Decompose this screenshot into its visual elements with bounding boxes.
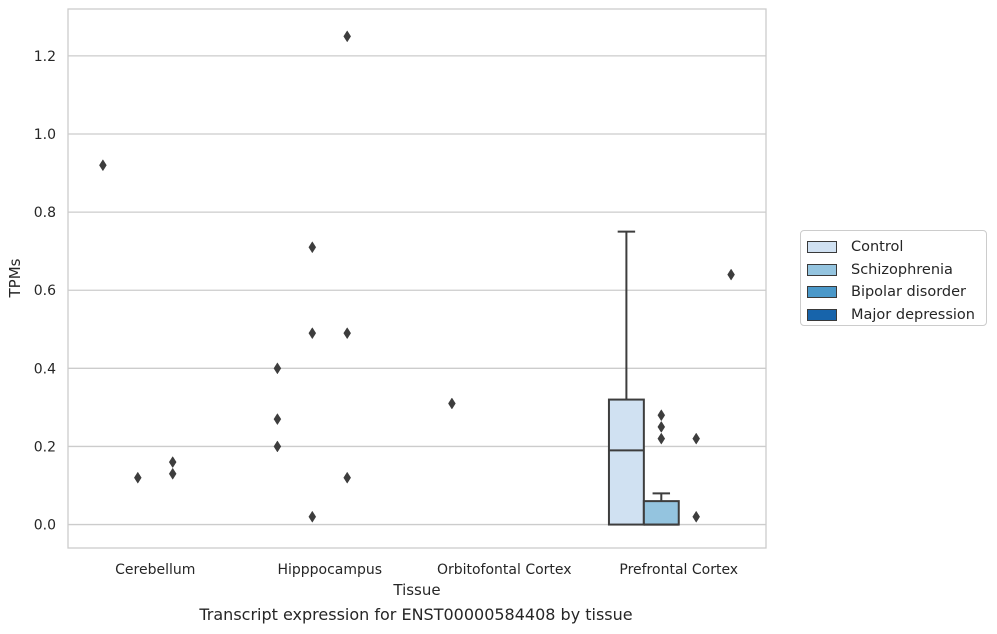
x-tick-label-hipppocampus: Hipppocampus — [277, 562, 382, 578]
outlier-point — [657, 409, 666, 422]
legend-label-control: Control — [851, 239, 904, 256]
outlier-point — [99, 159, 107, 172]
boxes — [607, 230, 680, 526]
y-axis-ticks: 0.0 0.2 0.4 0.6 0.8 1.0 1.2 — [34, 49, 56, 534]
y-tick-label: 0.4 — [34, 361, 56, 377]
outlier-point — [273, 413, 282, 426]
outlier-point — [308, 327, 317, 340]
outliers — [99, 30, 735, 523]
outlier-point — [168, 456, 177, 469]
outlier-point — [657, 432, 666, 445]
legend-item-bipolar-disorder: Bipolar disorder — [807, 281, 986, 304]
grid-lines — [68, 55, 766, 526]
figure-caption: Transcript expression for ENST0000058440… — [199, 605, 633, 624]
legend-item-schizophrenia: Schizophrenia — [807, 259, 986, 282]
box-body — [607, 398, 645, 526]
outlier-point — [692, 510, 700, 523]
y-tick-label: 1.0 — [34, 127, 56, 143]
outlier-point — [168, 467, 177, 480]
outlier-point — [692, 432, 700, 445]
outlier-point — [448, 397, 456, 410]
y-tick-label: 0.0 — [34, 518, 56, 534]
legend-label-bipolar-disorder: Bipolar disorder — [851, 284, 966, 301]
x-tick-label-cerebellum: Cerebellum — [115, 562, 195, 578]
y-axis-label: TPMs — [6, 258, 24, 298]
plot-frame — [67, 8, 767, 549]
outlier-point — [343, 327, 351, 340]
box-body — [642, 500, 680, 526]
outlier-point — [308, 510, 317, 523]
legend-swatch-schizophrenia — [807, 263, 837, 276]
outlier-point — [657, 420, 666, 433]
legend-swatch-bipolar-disorder — [807, 286, 837, 299]
outlier-point — [727, 268, 735, 281]
legend-label-schizophrenia: Schizophrenia — [851, 261, 953, 278]
y-tick-label: 0.6 — [34, 283, 56, 299]
legend-swatch-major-depression — [807, 308, 837, 321]
x-axis-ticks: Cerebellum Hipppocampus Orbitofontal Corte… — [115, 562, 738, 578]
legend-swatch-control — [807, 241, 837, 254]
legend-label-major-depression: Major depression — [851, 306, 975, 323]
outlier-point — [273, 362, 282, 375]
box-control-prefrontal-cortex — [607, 230, 645, 526]
legend-item-major-depression: Major depression — [807, 304, 986, 327]
legend: Control Schizophrenia Bipolar disorder M… — [800, 230, 987, 326]
x-tick-label-orbitofontal-cortex: Orbitofontal Cortex — [437, 562, 572, 578]
x-axis-label: Tissue — [392, 581, 440, 599]
y-tick-label: 0.8 — [34, 205, 56, 221]
x-tick-label-prefrontal-cortex: Prefrontal Cortex — [619, 562, 738, 578]
y-tick-label: 1.2 — [34, 49, 56, 65]
y-tick-label: 0.2 — [34, 439, 56, 455]
legend-item-control: Control — [807, 236, 986, 259]
outlier-point — [134, 471, 142, 484]
box-schizophrenia-prefrontal-cortex — [642, 492, 680, 526]
outlier-point — [308, 241, 317, 254]
outlier-point — [273, 440, 282, 453]
outlier-point — [343, 471, 351, 484]
outlier-point — [343, 30, 351, 43]
